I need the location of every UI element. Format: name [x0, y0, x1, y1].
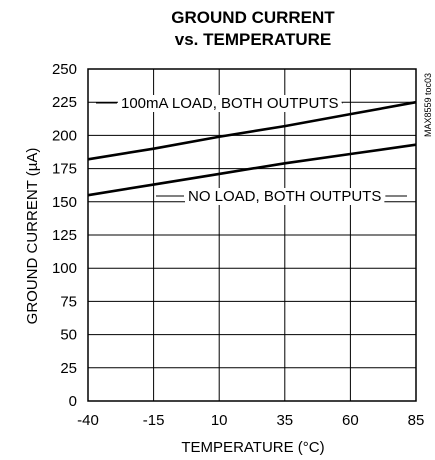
- series-label-2-background: [185, 188, 385, 205]
- x-tick-label: -15: [143, 412, 165, 429]
- x-axis-label: TEMPERATURE (°C): [181, 439, 324, 456]
- chart-title-line-2: vs. TEMPERATURE: [175, 30, 332, 49]
- series-label-2: NO LOAD, BOTH OUTPUTS: [188, 188, 381, 205]
- series-line-1: [87, 100, 417, 161]
- series-label-1-background: [118, 95, 342, 112]
- x-tick-label: 35: [276, 412, 293, 429]
- x-tick-label: 85: [408, 412, 425, 429]
- y-tick-label: 150: [52, 194, 77, 211]
- x-tick-label: 60: [342, 412, 359, 429]
- chart-title-line-1: GROUND CURRENT: [171, 8, 335, 27]
- tick-labels: 0 25 50 75 100 125 150 175 200 225 250 -40 -15 10 35 60…: [52, 61, 424, 429]
- y-tick-label: 75: [60, 293, 77, 310]
- series-label-1: 100mA LOAD, BOTH OUTPUTS: [121, 95, 339, 112]
- series-line-2: [87, 143, 417, 197]
- y-tick-label: 225: [52, 94, 77, 111]
- y-tick-label: 25: [60, 360, 77, 377]
- y-tick-label: 175: [52, 161, 77, 178]
- y-tick-label: 125: [52, 227, 77, 244]
- x-tick-label: 10: [211, 412, 228, 429]
- y-tick-label: 100: [52, 260, 77, 277]
- y-tick-label: 0: [69, 393, 77, 410]
- x-tick-label: -40: [77, 412, 99, 429]
- y-axis-label: GROUND CURRENT (µA): [24, 148, 41, 325]
- grid-lines: [87, 68, 417, 402]
- y-tick-label: 50: [60, 327, 77, 344]
- figure-code: MAX8559 toc03: [423, 73, 433, 137]
- series-lines: 100mA LOAD, BOTH OUTPUTS NO LOAD, BOTH OU…: [87, 95, 417, 205]
- y-tick-label: 250: [52, 61, 77, 78]
- y-tick-label: 200: [52, 127, 77, 144]
- plot-frame: [87, 68, 417, 402]
